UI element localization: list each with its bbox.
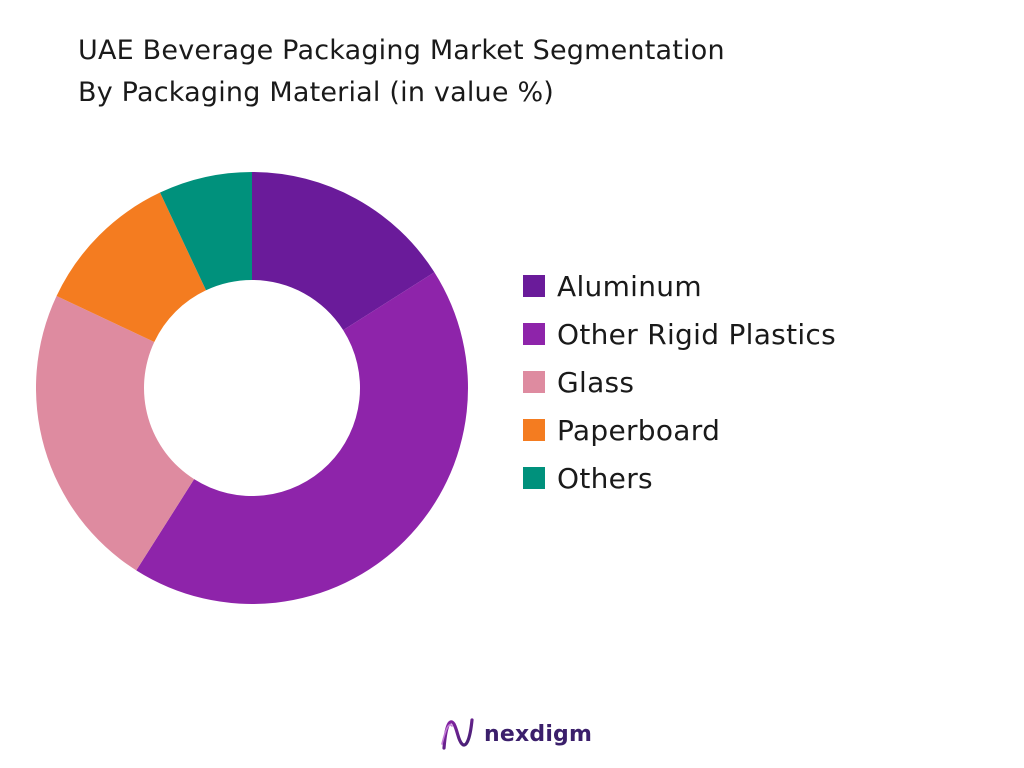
donut-slice-others [160,172,252,291]
donut-slice-glass [35,296,195,571]
legend-swatch [523,467,545,489]
donut-chart [35,172,468,604]
legend-swatch [523,419,545,441]
chart-legend: Aluminum Other Rigid Plastics Glass Paperbo… [523,262,836,502]
legend-swatch [523,371,545,393]
legend-item-glass: Glass [523,358,836,406]
legend-item-aluminum: Aluminum [523,262,836,310]
chart-title-line-1: UAE Beverage Packaging Market Segmentati… [78,35,725,66]
legend-item-others: Others [523,454,836,502]
legend-item-other-rigid-plastics: Other Rigid Plastics [523,310,836,358]
donut-slice-aluminum [252,172,435,331]
logo-text: nexdigm [484,721,593,747]
donut-slice-paperboard [56,192,207,343]
donut-slice-other-rigid-plastics [136,272,468,604]
chart-title-line-2: By Packaging Material (in value %) [78,77,555,108]
nexdigm-logo: nexdigm [440,714,592,754]
nexdigm-logo-icon [441,718,474,750]
legend-label: Others [557,461,653,495]
legend-label: Aluminum [557,269,702,303]
legend-label: Other Rigid Plastics [557,317,837,351]
chart-title: UAE Beverage Packaging Market Segmentati… [78,30,725,114]
legend-swatch [523,323,545,345]
legend-label: Glass [557,365,635,399]
legend-item-paperboard: Paperboard [523,406,836,454]
legend-swatch [523,275,545,297]
legend-label: Paperboard [557,413,721,447]
